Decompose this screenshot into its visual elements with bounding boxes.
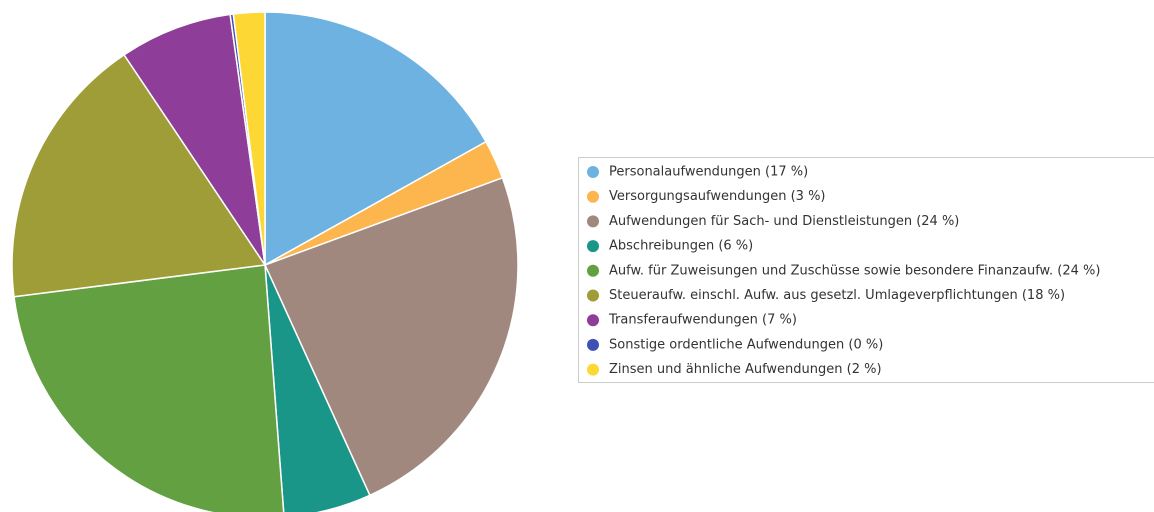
legend-marker [587, 166, 599, 178]
legend-label: Abschreibungen (6 %) [609, 239, 753, 254]
legend-marker [587, 289, 599, 302]
legend-marker [587, 314, 599, 327]
legend-label: Sonstige ordentliche Aufwendungen (0 %) [609, 337, 883, 352]
pie-slice [232, 11, 266, 266]
legend-marker [587, 338, 599, 351]
legend-marker [587, 363, 599, 376]
legend-label: Transferaufwendungen (7 %) [608, 313, 797, 328]
legend-marker [587, 240, 599, 253]
legend-marker [587, 190, 599, 203]
pie-slice [264, 11, 487, 267]
pie-slice [13, 264, 285, 512]
legend-marker [587, 264, 599, 277]
legend-label: Zinsen und ähnliche Aufwendungen (2 %) [609, 362, 882, 377]
legend-label: Aufwendungen für Sach- und Dienstleistun… [609, 214, 959, 229]
pie-slice [263, 176, 519, 497]
legend-label: Versorgungsaufwendungen (3 %) [609, 189, 826, 204]
pie-slice [123, 13, 266, 266]
legend-marker [587, 215, 599, 228]
legend-label: Steueraufw. einschl. Aufw. aus gesetzl. … [609, 288, 1065, 303]
pie-slice [11, 53, 267, 298]
legend-label: Personalaufwendungen (17 %) [609, 165, 808, 180]
legend-label: Aufw. für Zuweisungen und Zuschüsse sowi… [609, 263, 1100, 278]
pie-slice [264, 264, 371, 512]
legend-box [578, 157, 1154, 383]
